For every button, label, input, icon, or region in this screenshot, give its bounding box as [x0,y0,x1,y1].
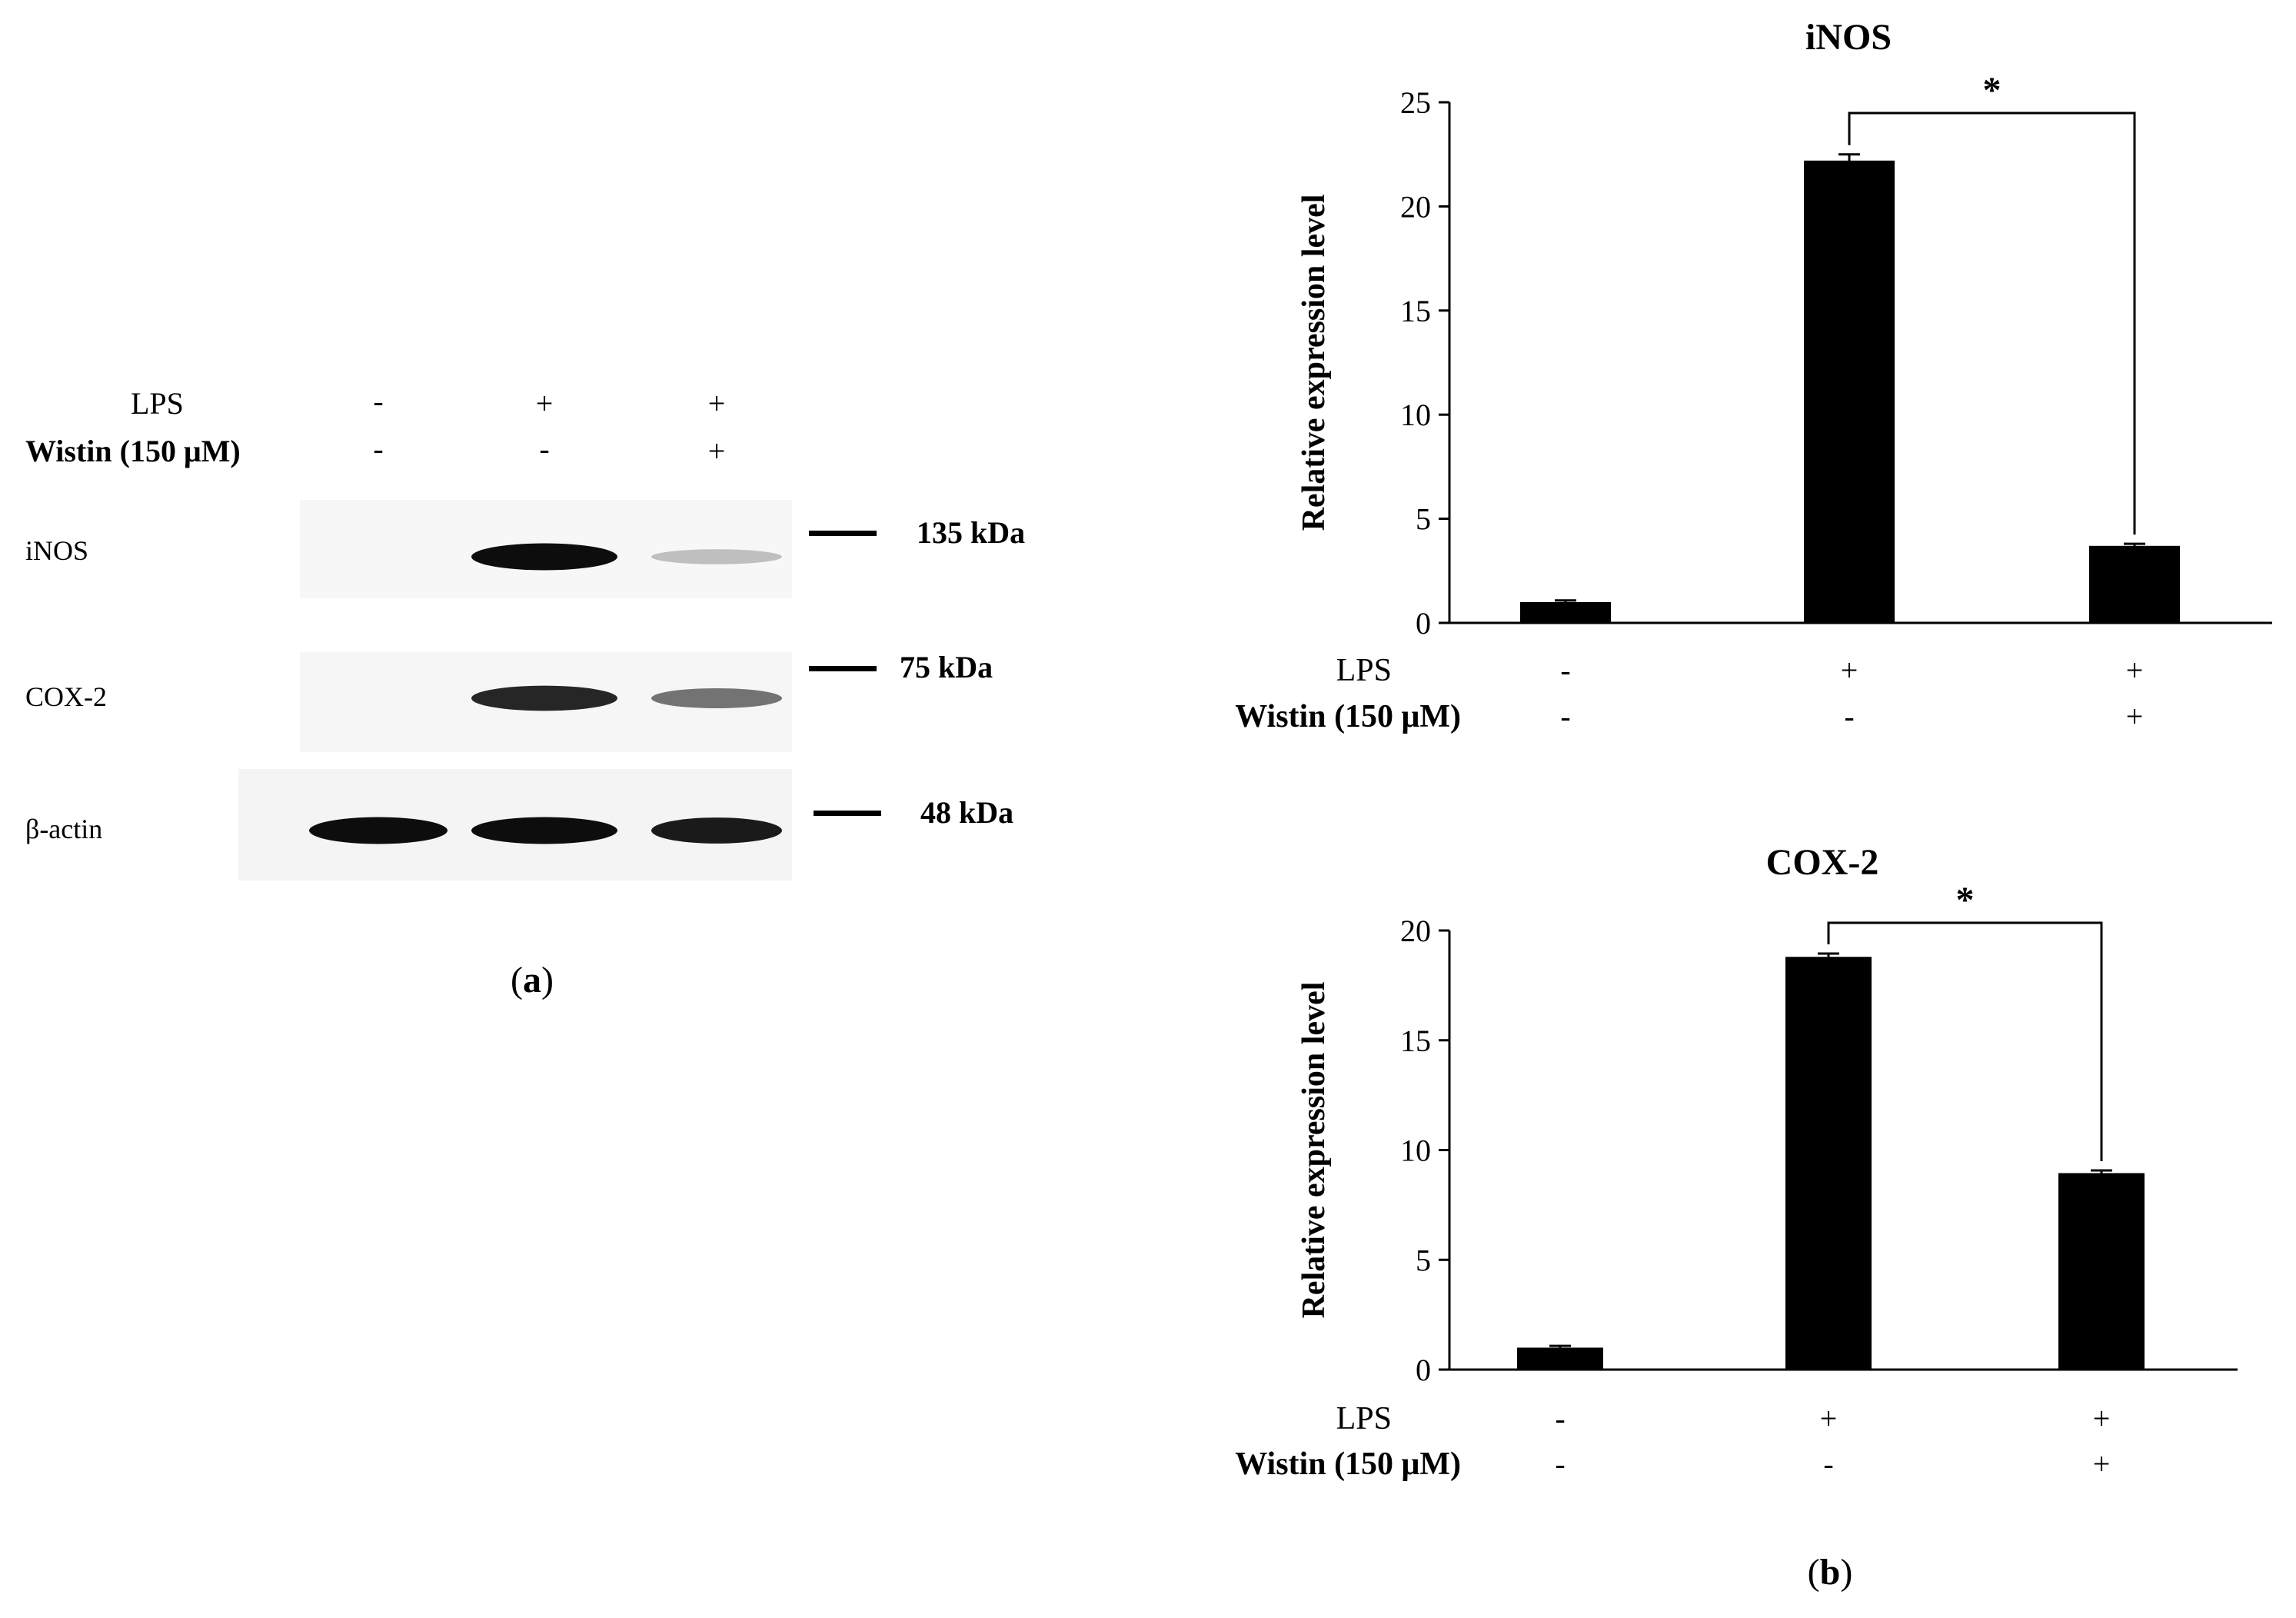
blot-treatment-label-wistin: Wistin (150 μM) [25,434,241,468]
blot-band [471,685,617,711]
bar-chart-inos: iNOS Relative expression level 0 5 10 15 20 25 L… [1235,17,2272,734]
y-tick-label: 15 [1400,294,1431,328]
y-tick-label: 20 [1400,189,1431,224]
panel-b-caption-open: ( [1808,1552,1820,1593]
treatment-value: + [1841,653,1858,687]
blot-treatment-lps-lane2: + [536,386,554,421]
panel-b-caption: (b) [1808,1552,1853,1593]
treatment-value: - [1823,1447,1833,1481]
bar [1804,160,1895,624]
western-blot-panel: LPS - + + Wistin (150 μM) - - + iNOS COX… [25,384,1025,1000]
treatment-value: - [1560,653,1570,687]
bar [1785,957,1872,1370]
treatment-value: + [2093,1447,2111,1481]
blot-band [651,817,782,844]
significance-bracket [1827,921,2103,1162]
y-axis-label: Relative expression level [1296,195,1332,531]
panel-a-caption: (a) [511,960,554,1000]
blot-treatment-label-lps: LPS [131,386,184,421]
blot-row-label-cox2: COX-2 [25,681,107,712]
y-tick-label: 25 [1400,85,1431,120]
mw-marker-label-48: 48 kDa [920,795,1013,830]
panel-a-caption-letter: a [523,960,541,1000]
y-tick-label: 10 [1400,1134,1431,1168]
mw-marker-line-135 [809,531,877,536]
treatment-label: LPS [1336,1401,1392,1437]
treatment-label: LPS [1336,653,1392,688]
treatment-value: + [2093,1401,2111,1436]
y-tick-label: 5 [1416,502,1431,537]
blot-band [651,549,782,564]
treatment-label: Wistin (150 μM) [1235,1447,1461,1482]
treatment-value: - [1555,1447,1565,1481]
treatment-label: Wistin (150 μM) [1235,699,1461,734]
blot-band [309,817,448,844]
blot-row-label-inos: iNOS [25,535,88,566]
bar [1520,601,1611,623]
treatment-value: + [2126,653,2144,687]
significance-star: * [1956,880,1975,921]
blot-treatment-wistin-lane3: + [708,434,726,468]
blot-bands [309,543,782,844]
panel-a-caption-close: ) [541,960,554,1000]
bar [2089,545,2180,623]
y-tick-label: 10 [1400,398,1431,432]
y-tick-label: 20 [1400,914,1431,948]
y-axis-label: Relative expression level [1296,982,1332,1319]
chart-title: iNOS [1805,17,1892,58]
significance-bracket [1848,112,2136,535]
treatment-value: - [1844,699,1854,734]
bar [1517,1347,1603,1370]
blot-band [651,687,782,709]
y-tick-label: 15 [1400,1024,1431,1058]
y-tick-label: 0 [1416,606,1431,641]
blot-treatment-wistin-lane2: - [539,431,549,466]
blot-row-label-actin: β-actin [25,814,102,844]
chart-title: COX-2 [1766,842,1879,883]
blot-treatment-lps-lane1: - [373,384,383,418]
bar-chart-cox2: COX-2 Relative expression level 0 5 10 15 20 LP… [1235,842,2238,1482]
mw-marker-line-75 [809,666,877,671]
bar [2058,1173,2145,1370]
panel-b-caption-letter: b [1820,1552,1841,1593]
y-tick-label: 0 [1416,1353,1431,1387]
panel-a-caption-open: ( [511,960,523,1000]
blot-band [471,543,617,571]
blot-treatment-lps-lane3: + [708,386,726,421]
significance-star: * [1983,70,2002,111]
blot-treatment-wistin-lane1: - [373,431,383,466]
treatment-value: - [1555,1401,1565,1436]
treatment-value: - [1560,699,1570,734]
mw-marker-line-48 [814,811,881,816]
mw-marker-label-75: 75 kDa [900,650,993,684]
panel-b-caption-close: ) [1840,1552,1852,1593]
mw-marker-label-135: 135 kDa [917,515,1025,550]
treatment-value: + [2126,699,2144,734]
blot-band [471,817,617,844]
treatment-value: + [1820,1401,1838,1436]
y-tick-label: 5 [1416,1243,1431,1277]
